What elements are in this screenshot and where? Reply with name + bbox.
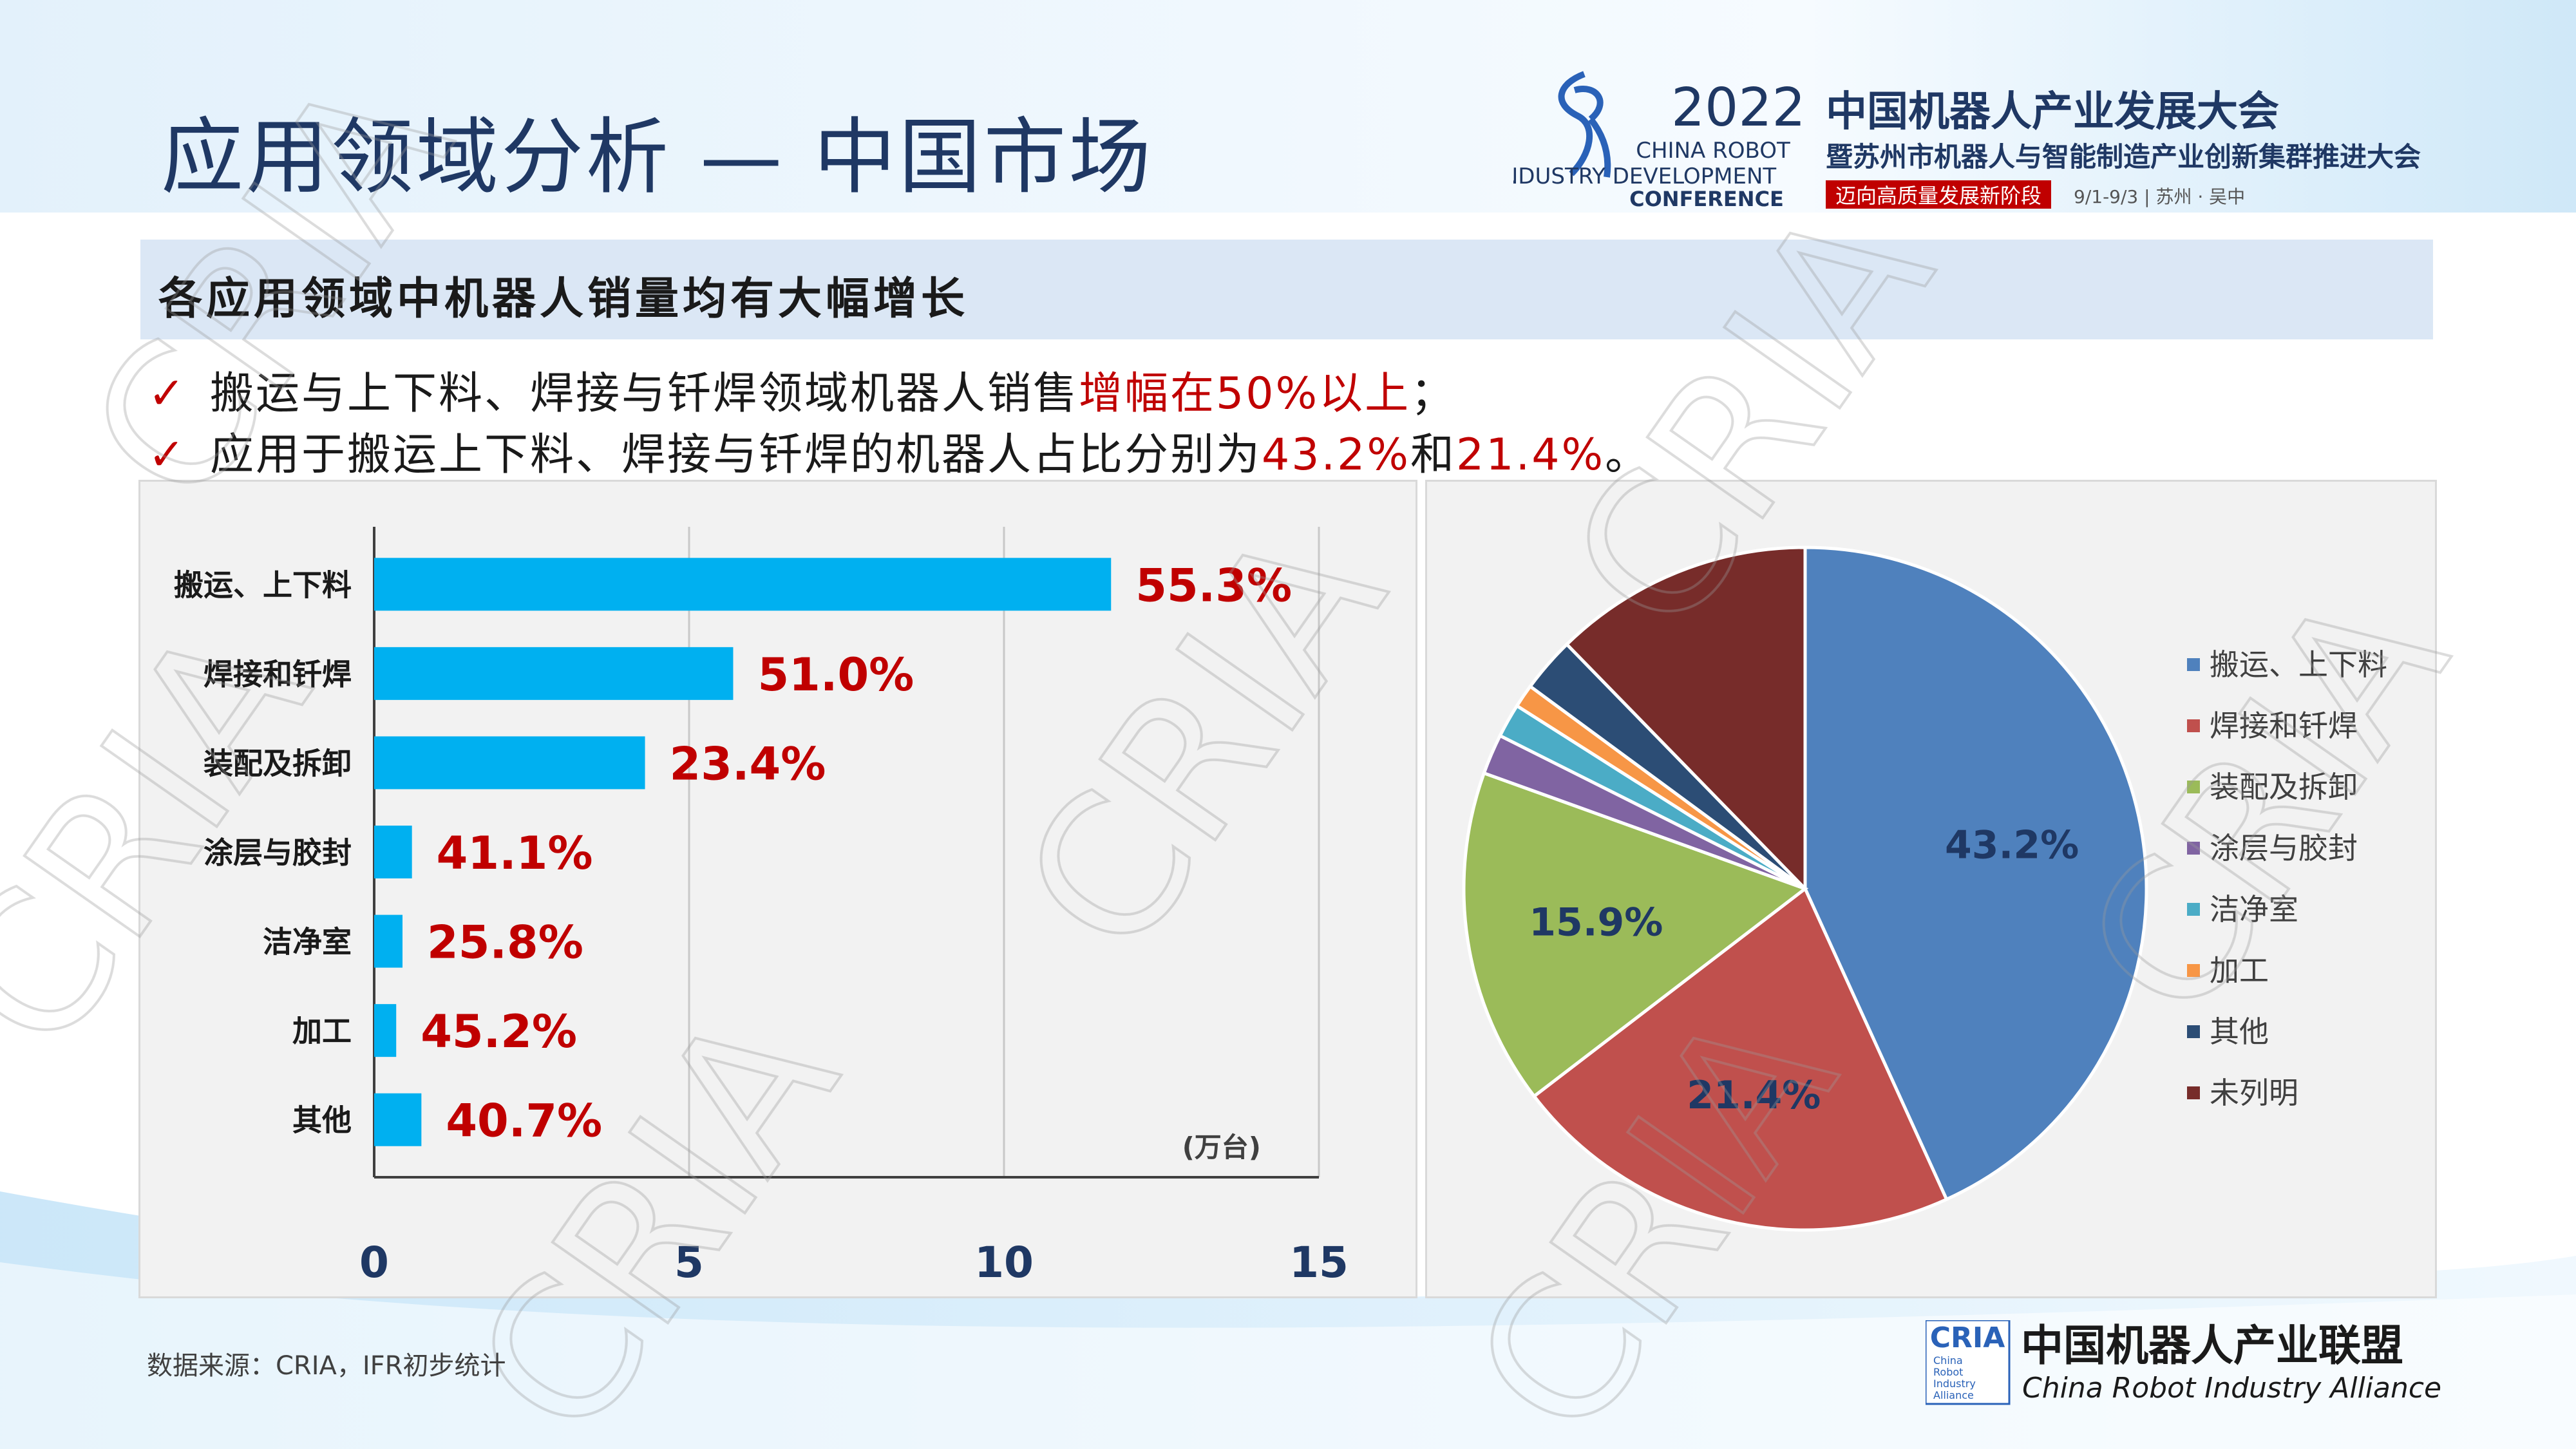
pie-slice: [1462, 771, 1809, 1099]
svg-text:China: China: [1933, 1354, 1963, 1367]
slice-label: 15.9%: [1529, 900, 1663, 945]
x-tick-label: 0: [359, 1238, 389, 1287]
conference-tagline: 迈向高质量发展新阶段: [1835, 184, 2041, 208]
legend-swatch: [2187, 1086, 2200, 1099]
data-label: 41.1%: [437, 827, 593, 880]
x-tick-label: 15: [1289, 1238, 1349, 1287]
conference-logo: 2022 CHINA ROBOT INDUSTRY DEVELOPMENT CO…: [1495, 64, 2428, 213]
conference-en-1: CHINA ROBOT: [1636, 138, 1790, 164]
conference-year: 2022: [1671, 77, 1806, 138]
pie-chart: 43.2% 21.4% 15.9% 搬运、上下料焊接和钎焊装配及拆卸涂层与胶封洁净室加…: [1462, 545, 2387, 1232]
page-title: 应用领域分析 — 中国市场: [161, 109, 1154, 205]
robot-logo-icon: [1558, 71, 1611, 178]
legend-swatch: [2187, 903, 2200, 916]
legend-swatch: [2187, 719, 2200, 732]
category-label: 洁净室: [263, 925, 352, 960]
alliance-abbr: CRIA: [1930, 1321, 2005, 1354]
pie-slice: [1531, 886, 1949, 1232]
bar: [374, 558, 1112, 611]
category-label: 涂层与胶封: [204, 835, 352, 870]
slice-label: 43.2%: [1945, 822, 2079, 867]
data-label: 55.3%: [1135, 559, 1292, 612]
pie-slice: [1564, 545, 1807, 893]
check-icon: ✓: [148, 368, 187, 419]
legend-label: 加工: [2210, 953, 2269, 988]
data-label: 25.8%: [427, 916, 583, 969]
bullet-item: ✓ 搬运与上下料、焊接与钎焊领域机器人销售增幅在50%以上；: [148, 368, 1457, 419]
subtitle-banner: 各应用领域中机器人销量均有大幅增长: [140, 240, 2433, 339]
alliance-cn: 中国机器人产业联盟: [2021, 1321, 2403, 1370]
bullet-item: ✓ 应用于搬运上下料、焊接与钎焊的机器人占比分别为43.2%和21.4%。: [148, 430, 1651, 480]
conference-cn-2: 暨苏州市机器人与智能制造产业创新集群推进大会: [1826, 141, 2421, 173]
subtitle-text: 各应用领域中机器人销量均有大幅增长: [158, 274, 969, 325]
legend-swatch: [2187, 781, 2200, 793]
category-label: 焊接和钎焊: [204, 657, 352, 692]
bar: [374, 914, 403, 968]
slice-label: 21.4%: [1687, 1073, 1821, 1118]
bar: [374, 1093, 422, 1146]
pie-slice: [1803, 545, 2148, 1202]
pie-chart-panel: 43.2% 21.4% 15.9% 搬运、上下料 焊接和钎焊装配及拆卸涂层与胶封洁净室加…: [1425, 480, 2437, 1298]
x-tick-label: 5: [674, 1238, 704, 1287]
legend-swatch: [2187, 1025, 2200, 1038]
alliance-logo: CRIA China Robot Industry Alliance 中国机器人…: [1924, 1319, 2441, 1417]
legend-swatch: [2187, 964, 2200, 977]
category-label: 搬运、上下料: [174, 567, 352, 602]
legend-label: 其他: [2210, 1014, 2269, 1049]
svg-text:Industry: Industry: [1933, 1378, 1976, 1390]
data-label: 51.0%: [757, 649, 914, 701]
legend-label: 搬运、上下料: [2210, 647, 2387, 682]
unit-label: (万台): [1182, 1132, 1261, 1163]
legend-swatch: [2187, 842, 2200, 855]
category-label: 其他: [292, 1103, 352, 1138]
check-icon: ✓: [148, 430, 187, 480]
conference-cn-1: 中国机器人产业发展大会: [1826, 88, 2279, 136]
category-label: 装配及拆卸: [204, 746, 352, 781]
bar: [374, 1004, 397, 1057]
x-tick-label: 10: [974, 1238, 1034, 1287]
svg-text:Alliance: Alliance: [1933, 1389, 1974, 1401]
data-label: 40.7%: [446, 1095, 602, 1148]
conference-en-2: INDUSTRY DEVELOPMENT: [1513, 164, 1776, 189]
category-label: 加工: [292, 1014, 352, 1048]
bar-chart: 0 5 10 15 搬运、上下料 55.3% 焊接和钎焊 51.0% 装配及拆卸 23.4% 涂层与…: [174, 527, 1349, 1287]
data-label: 23.4%: [670, 737, 826, 790]
legend-label: 焊接和钎焊: [2210, 708, 2358, 743]
bar: [374, 736, 645, 790]
legend-label: 未列明: [2210, 1075, 2298, 1110]
conference-date: 9/1-9/3 | 苏州 · 吴中: [2074, 186, 2245, 207]
data-label: 45.2%: [421, 1005, 577, 1058]
bar: [374, 826, 412, 878]
conference-en-3: CONFERENCE: [1629, 187, 1784, 211]
bar: [374, 647, 734, 700]
bar-chart-panel: 0 5 10 15 搬运、上下料 55.3% 焊接和钎焊 51.0% 装配及拆卸 23.4% 涂层与…: [138, 480, 1417, 1298]
legend-label: 涂层与胶封: [2210, 831, 2358, 866]
legend-label: 洁净室: [2210, 892, 2298, 927]
alliance-en: China Robot Industry Alliance: [2022, 1372, 2441, 1405]
svg-text:Robot: Robot: [1933, 1366, 1963, 1378]
data-source-note: 数据来源：CRIA，IFR初步统计: [147, 1351, 506, 1381]
legend-swatch: [2187, 658, 2200, 671]
legend-label: 装配及拆卸: [2210, 770, 2358, 804]
